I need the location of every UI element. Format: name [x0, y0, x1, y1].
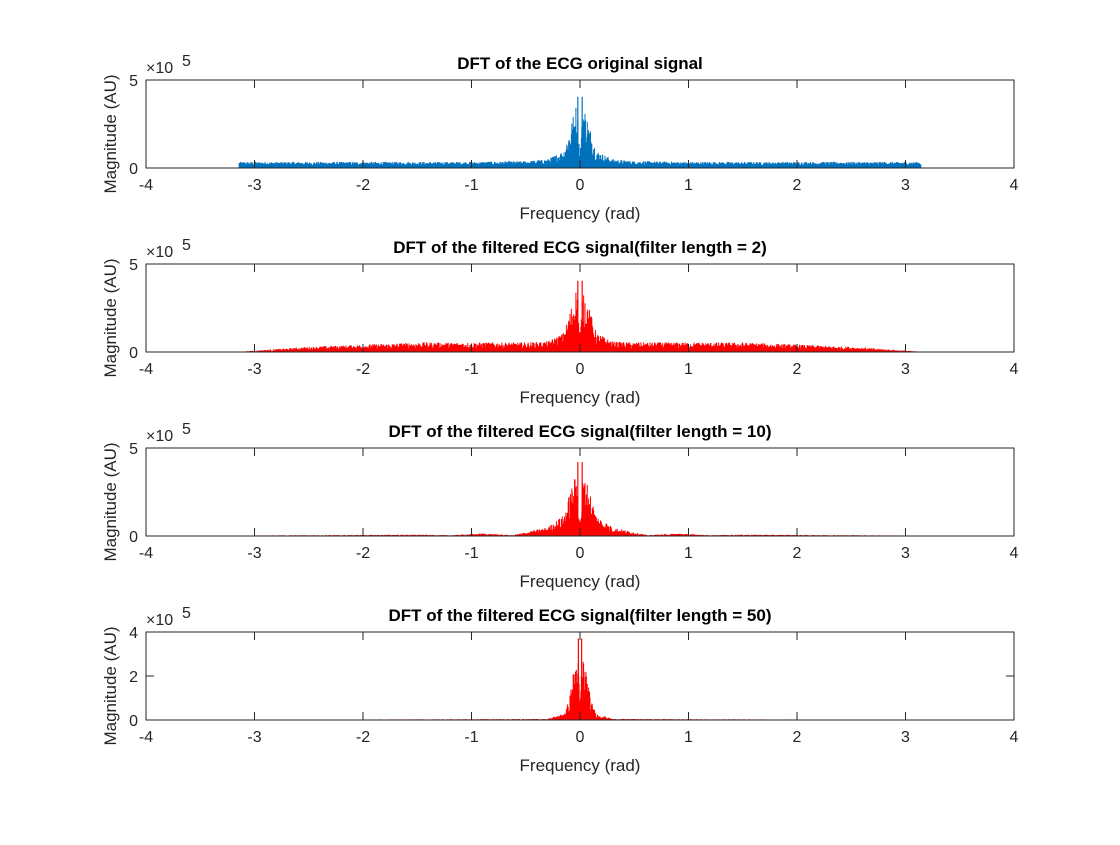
- series-line: [238, 107, 922, 168]
- y-multiplier: ×10: [146, 612, 173, 629]
- x-tick-label: 3: [901, 729, 910, 746]
- y-tick-label: 5: [129, 257, 138, 274]
- subplot-1: -4 -3 -2 -1 0 1 2 3 4 0 5 ×10 5 DFT of the ECG origin…: [101, 53, 1019, 223]
- y-exponent: 5: [182, 53, 191, 70]
- y-exponent: 5: [182, 605, 191, 622]
- x-axis-label: Frequency (rad): [520, 204, 641, 223]
- x-tick-label: 4: [1010, 545, 1019, 562]
- x-tick-label: 0: [576, 361, 585, 378]
- subplot-3: -4 -3 -2 -1 0 1 2 3 4 0 5 ×10 5 DFT of the filtered E…: [101, 421, 1019, 591]
- x-tick-label: -3: [247, 361, 261, 378]
- x-tick-label: 1: [684, 729, 693, 746]
- y-multiplier: ×10: [146, 244, 173, 261]
- x-tick-label: 4: [1010, 729, 1019, 746]
- y-tick-label: 0: [129, 161, 138, 178]
- subplot-title: DFT of the ECG original signal: [457, 54, 703, 73]
- x-tick-label: 0: [576, 177, 585, 194]
- x-tick-label: -4: [139, 177, 153, 194]
- x-axis-label: Frequency (rad): [520, 388, 641, 407]
- x-tick-label: 4: [1010, 361, 1019, 378]
- x-tick-label: -2: [356, 545, 370, 562]
- y-axis-label: Magnitude (AU): [101, 626, 120, 745]
- x-tick-label: 2: [793, 545, 802, 562]
- x-tick-label: 3: [901, 545, 910, 562]
- y-tick-label: 5: [129, 73, 138, 90]
- y-tick-label: 0: [129, 529, 138, 546]
- x-tick-label: -3: [247, 545, 261, 562]
- x-tick-label: 1: [684, 361, 693, 378]
- y-axis-label: Magnitude (AU): [101, 74, 120, 193]
- x-tick-label: -1: [464, 177, 478, 194]
- y-tick-label: 0: [129, 713, 138, 730]
- subplot-2: -4 -3 -2 -1 0 1 2 3 4 0 5 ×10 5 DFT of the filtered E…: [101, 237, 1019, 407]
- y-exponent: 5: [182, 237, 191, 254]
- x-tick-label: -1: [464, 545, 478, 562]
- subplot-title: DFT of the filtered ECG signal(filter le…: [393, 238, 767, 257]
- y-multiplier: ×10: [146, 428, 173, 445]
- x-tick-label: -4: [139, 545, 153, 562]
- x-tick-label: -1: [464, 361, 478, 378]
- subplot-title: DFT of the filtered ECG signal(filter le…: [388, 606, 771, 625]
- y-exponent: 5: [182, 421, 191, 438]
- y-axis-label: Magnitude (AU): [101, 442, 120, 561]
- subplot-title: DFT of the filtered ECG signal(filter le…: [388, 422, 771, 441]
- x-tick-label: 2: [793, 177, 802, 194]
- y-tick-label: 2: [129, 669, 138, 686]
- x-tick-label: -3: [247, 729, 261, 746]
- x-tick-label: 0: [576, 545, 585, 562]
- x-tick-label: -2: [356, 177, 370, 194]
- x-tick-label: -2: [356, 729, 370, 746]
- y-tick-label: 0: [129, 345, 138, 362]
- y-multiplier: ×10: [146, 60, 173, 77]
- y-tick-label: 5: [129, 441, 138, 458]
- x-tick-label: -4: [139, 729, 153, 746]
- x-tick-label: 3: [901, 177, 910, 194]
- y-axis-label: Magnitude (AU): [101, 258, 120, 377]
- subplot-4: -4 -3 -2 -1 0 1 2 3 4 0 2 4 ×10 5 DFT of the filtered …: [101, 605, 1019, 775]
- x-axis-label: Frequency (rad): [520, 756, 641, 775]
- x-tick-label: 1: [684, 545, 693, 562]
- y-tick-label: 4: [129, 625, 138, 642]
- x-tick-label: 2: [793, 361, 802, 378]
- x-tick-label: -1: [464, 729, 478, 746]
- x-tick-label: -4: [139, 361, 153, 378]
- x-tick-label: 1: [684, 177, 693, 194]
- x-axis-label: Frequency (rad): [520, 572, 641, 591]
- x-tick-label: -3: [247, 177, 261, 194]
- x-tick-label: -2: [356, 361, 370, 378]
- x-tick-label: 4: [1010, 177, 1019, 194]
- x-tick-label: 2: [793, 729, 802, 746]
- x-tick-label: 0: [576, 729, 585, 746]
- x-tick-label: 3: [901, 361, 910, 378]
